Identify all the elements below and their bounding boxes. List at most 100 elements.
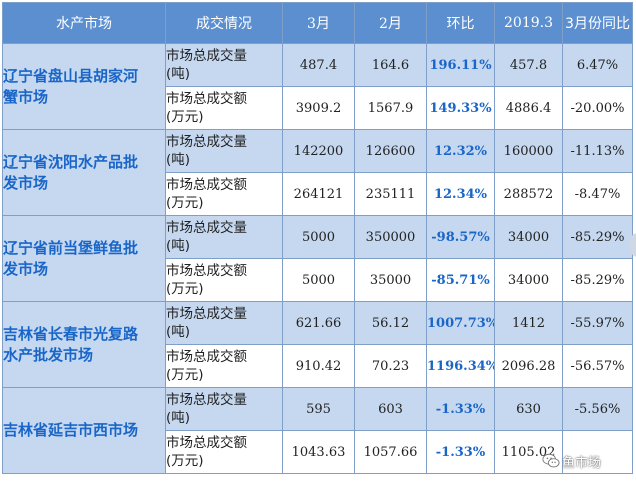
value-march: 5000	[282, 258, 355, 302]
value-march: 910.42	[282, 344, 355, 388]
value-march: 5000	[282, 215, 355, 259]
wechat-icon	[542, 453, 560, 468]
table-header: 水产市场 成交情况 3月 2月 环比 2019.3 3月份同比	[2, 2, 633, 44]
metric-amount-label: 市场总成交额 (万元)	[165, 172, 283, 216]
value-mom: 1196.34%	[426, 344, 495, 388]
value-february: 164.6	[354, 43, 427, 87]
market-name-line: 辽宁省盘山县胡家河	[3, 66, 139, 85]
value-yoy: -55.97%	[562, 301, 633, 345]
metric-label-line: 市场总成交量	[166, 306, 248, 322]
value-february: 350000	[354, 215, 427, 259]
value-2019-march: 160000	[494, 129, 563, 173]
metric-volume-label: 市场总成交量 (吨)	[165, 215, 283, 259]
value-yoy	[562, 430, 633, 474]
table-row: 辽宁省沈阳水产品批 发市场 市场总成交量 (吨) 142200 126600 12.32% 1…	[2, 129, 633, 216]
value-february: 1567.9	[354, 86, 427, 130]
market-name-line: 吉林省延吉市西市场	[3, 421, 139, 439]
market-name-line: 发市场	[3, 259, 49, 278]
table-row: 吉林省延吉市西市场 市场总成交量 (吨) 595 603 -1.33% 630 -5.56%	[2, 387, 633, 474]
metric-label-line: 市场总成交量	[166, 48, 248, 64]
scroll-edge-handle[interactable]	[630, 233, 636, 257]
metric-label-line: (吨)	[166, 324, 191, 340]
value-2019-march: 2096.28	[494, 344, 563, 388]
value-march: 621.66	[282, 301, 355, 345]
metric-amount-label: 市场总成交额 (万元)	[165, 430, 283, 474]
value-mom: 1007.73%	[426, 301, 495, 345]
table-row: 市场总成交额 (万元) 1043.63 1057.66 -1.33% 1105.02	[3, 430, 633, 474]
value-2019-march: 288572	[494, 172, 563, 216]
value-february: 56.12	[354, 301, 427, 345]
value-february: 235111	[354, 172, 427, 216]
header-march: 3月	[282, 2, 355, 44]
value-yoy: -56.57%	[562, 344, 633, 388]
metric-label-line: 市场总成交额	[166, 177, 248, 193]
value-yoy: -20.00%	[562, 86, 633, 130]
value-february: 126600	[354, 129, 427, 173]
value-march: 3909.2	[282, 86, 355, 130]
value-2019-march: 4886.4	[494, 86, 563, 130]
table-body: 辽宁省盘山县胡家河 蟹市场 市场总成交量 (吨) 487.4 164.6 196.11% 45…	[2, 43, 633, 474]
value-2019-march: 1412	[494, 301, 563, 345]
market-name-line: 蟹市场	[3, 87, 49, 106]
metric-label-line: 市场总成交额	[166, 435, 248, 451]
value-mom: 12.32%	[426, 129, 495, 173]
value-march: 487.4	[282, 43, 355, 87]
watermark-text: 鱼市场	[562, 455, 602, 471]
metric-label-line: 市场总成交量	[166, 220, 248, 236]
metric-label-line: (万元)	[166, 109, 204, 125]
header-2019-march: 2019.3	[494, 2, 563, 44]
value-march: 595	[282, 387, 355, 431]
watermark: 鱼市场	[542, 450, 634, 472]
value-mom: 196.11%	[426, 43, 495, 87]
metric-amount-label: 市场总成交额 (万元)	[165, 344, 283, 388]
metric-label-line: 市场总成交额	[166, 91, 248, 107]
value-february: 603	[354, 387, 427, 431]
metric-label-line: 市场总成交量	[166, 134, 248, 150]
table-row: 辽宁省前当堡鲜鱼批 发市场 市场总成交量 (吨) 5000 350000 -98.57% 34…	[2, 215, 633, 302]
value-mom: -1.33%	[426, 430, 495, 474]
table-row: 市场总成交额 (万元) 5000 35000 -85.71% 34000 -85.29%	[3, 258, 633, 302]
metric-label-line: (吨)	[166, 410, 191, 426]
metric-amount-label: 市场总成交额 (万元)	[165, 258, 283, 302]
metric-label-line: 市场总成交量	[166, 392, 248, 408]
table-row: 市场总成交额 (万元) 264121 235111 12.34% 288572 -8.47%	[3, 172, 633, 216]
metric-amount-label: 市场总成交额 (万元)	[165, 86, 283, 130]
value-2019-march: 457.8	[494, 43, 563, 87]
header-status: 成交情况	[165, 2, 283, 44]
market-name-line: 吉林省长春市光复路	[3, 324, 139, 343]
market-name: 辽宁省盘山县胡家河 蟹市场	[2, 43, 166, 130]
market-name-line: 辽宁省沈阳水产品批	[3, 152, 139, 171]
value-mom: 149.33%	[426, 86, 495, 130]
value-mom: 12.34%	[426, 172, 495, 216]
market-name: 辽宁省前当堡鲜鱼批 发市场	[2, 215, 166, 302]
value-mom: -85.71%	[426, 258, 495, 302]
market-name: 吉林省长春市光复路 水产批发市场	[2, 301, 166, 388]
value-2019-march: 34000	[494, 215, 563, 259]
table-row: 吉林省长春市光复路 水产批发市场 市场总成交量 (吨) 621.66 56.12 1007.…	[2, 301, 633, 388]
market-name: 吉林省延吉市西市场	[2, 387, 166, 474]
metric-label-line: 市场总成交额	[166, 349, 248, 365]
header-yoy: 3月份同比	[562, 2, 633, 44]
metric-volume-label: 市场总成交量 (吨)	[165, 301, 283, 345]
value-yoy: -8.47%	[562, 172, 633, 216]
value-yoy: -85.29%	[562, 215, 633, 259]
metric-label-line: (万元)	[166, 281, 204, 297]
table-row: 市场总成交额 (万元) 3909.2 1567.9 149.33% 4886.4 -20.0…	[3, 86, 633, 130]
header-mom: 环比	[426, 2, 495, 44]
value-yoy: -5.56%	[562, 387, 633, 431]
header-february: 2月	[354, 2, 427, 44]
value-yoy: 6.47%	[562, 43, 633, 87]
value-yoy: -11.13%	[562, 129, 633, 173]
metric-volume-label: 市场总成交量 (吨)	[165, 129, 283, 173]
value-yoy: -85.29%	[562, 258, 633, 302]
metric-label-line: (万元)	[166, 367, 204, 383]
table-row: 辽宁省盘山县胡家河 蟹市场 市场总成交量 (吨) 487.4 164.6 196.11% 45…	[2, 43, 633, 130]
header-market: 水产市场	[2, 2, 166, 44]
market-trade-table: 水产市场 成交情况 3月 2月 环比 2019.3 3月份同比 辽宁省盘山县胡家…	[2, 2, 633, 474]
value-mom: -1.33%	[426, 387, 495, 431]
market-name-line: 水产批发市场	[3, 345, 94, 364]
value-2019-march: 34000	[494, 258, 563, 302]
value-march: 264121	[282, 172, 355, 216]
market-name: 辽宁省沈阳水产品批 发市场	[2, 129, 166, 216]
metric-label-line: (吨)	[166, 152, 191, 168]
